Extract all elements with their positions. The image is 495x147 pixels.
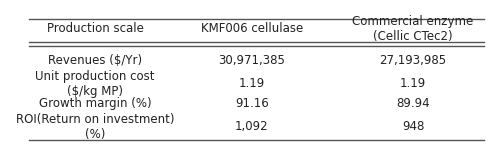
Text: 1.19: 1.19 <box>239 77 265 90</box>
Text: Revenues ($/Yr): Revenues ($/Yr) <box>48 54 142 67</box>
Text: 27,193,985: 27,193,985 <box>379 54 446 67</box>
Text: Growth margin (%): Growth margin (%) <box>39 97 151 110</box>
Text: 91.16: 91.16 <box>235 97 269 110</box>
Text: 1,092: 1,092 <box>235 120 268 133</box>
Text: 1.19: 1.19 <box>400 77 426 90</box>
Text: 89.94: 89.94 <box>396 97 430 110</box>
Text: 30,971,385: 30,971,385 <box>218 54 285 67</box>
Text: Commercial enzyme
(Cellic CTec2): Commercial enzyme (Cellic CTec2) <box>352 15 474 43</box>
Text: KMF006 cellulase: KMF006 cellulase <box>200 22 303 35</box>
Text: 948: 948 <box>402 120 424 133</box>
Text: Production scale: Production scale <box>47 22 144 35</box>
Text: ROI(Return on investment)
(%): ROI(Return on investment) (%) <box>16 113 174 141</box>
Text: Unit production cost
($/kg MP): Unit production cost ($/kg MP) <box>36 70 155 98</box>
